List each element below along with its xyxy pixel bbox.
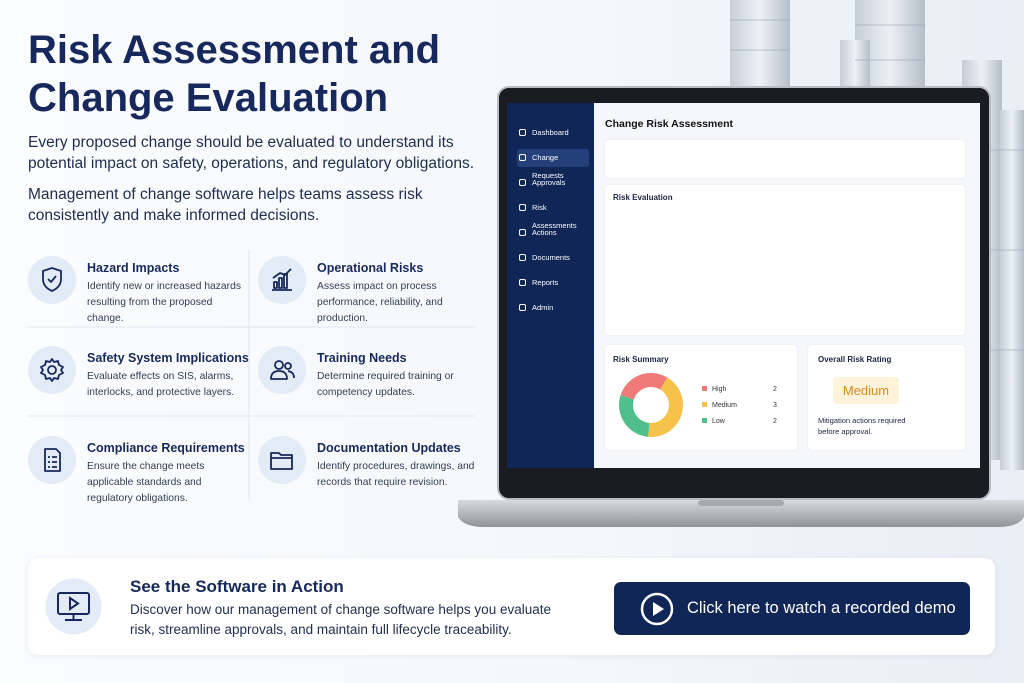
overall-note: Mitigation actions required before appro… (818, 416, 906, 436)
feature-description: Ensure the change meets applicable stand… (87, 461, 205, 504)
sidebar-item[interactable]: Reports (517, 274, 589, 292)
button-label: Click here to watch a recorded demo (687, 599, 956, 617)
laptop-base (458, 500, 1024, 527)
card-title: Risk Evaluation (613, 193, 673, 202)
nav-icon (519, 254, 526, 261)
feature-description: Evaluate effects on SIS, alarms, interlo… (87, 371, 235, 398)
app-title: Change Risk Assessment (605, 118, 733, 130)
sidebar-item[interactable]: Dashboard (517, 124, 589, 142)
donut-segment (619, 395, 650, 437)
feature-description: Determine required training or competenc… (317, 371, 454, 398)
feature-icon (28, 436, 76, 484)
video-icon (45, 578, 102, 635)
feature-icon (258, 256, 306, 304)
intro: Management of change software helps team… (28, 186, 423, 224)
change-card (605, 140, 965, 178)
sidebar-item[interactable]: Admin (517, 299, 589, 317)
feature-title: Documentation Updates (317, 441, 461, 455)
sidebar-item[interactable]: Documents (517, 249, 589, 267)
feature-description: Identify new or increased hazards result… (87, 281, 241, 324)
card-title: Overall Risk Rating (818, 355, 892, 364)
legend-label: Medium (712, 402, 737, 409)
feature-icon (258, 436, 306, 484)
nav-icon (519, 304, 526, 311)
feature-icon (28, 256, 76, 304)
cta-title: See the Software in Action (130, 577, 344, 596)
feature-icon (258, 346, 306, 394)
feature-title: Training Needs (317, 351, 407, 365)
intro: Every proposed change should be evaluate… (28, 134, 475, 172)
feature-description: Identify procedures, drawings, and recor… (317, 461, 475, 488)
title: Risk Assessment and Change Evaluation (28, 28, 441, 120)
nav-icon (519, 179, 526, 186)
sidebar-item[interactable]: Actions (517, 224, 589, 242)
nav-icon (519, 129, 526, 136)
donut-segment (648, 377, 683, 437)
risk-evaluation-card (605, 185, 965, 335)
legend-swatch (702, 418, 707, 423)
risk-summary-chart: High 2 Medium 3 Low 2 (619, 373, 777, 437)
overall-card (808, 345, 965, 450)
legend-swatch (702, 402, 707, 407)
legend-label: Low (712, 418, 726, 425)
legend-value: 2 (773, 418, 777, 425)
cta-text: Discover how our management of change so… (130, 602, 551, 637)
card-title: Risk Summary (613, 355, 669, 364)
feature-title: Hazard Impacts (87, 261, 180, 275)
feature-title: Operational Risks (317, 261, 424, 275)
legend-label: High (712, 386, 727, 393)
overall-badge: Medium (833, 377, 899, 404)
nav-icon (519, 154, 526, 161)
feature-title: Compliance Requirements (87, 441, 245, 455)
sidebar-item[interactable]: Change Requests (517, 149, 589, 180)
feature-icon (28, 346, 76, 394)
donut-segment (620, 373, 668, 400)
sidebar-item[interactable]: Approvals (517, 174, 589, 192)
play-icon (640, 592, 674, 626)
nav-icon (519, 229, 526, 236)
nav-icon (519, 204, 526, 211)
legend-swatch (702, 386, 707, 391)
demo-button[interactable]: Click here to watch a recorded demo (614, 582, 970, 635)
legend-value: 3 (773, 402, 777, 409)
sidebar-item[interactable]: Risk Assessments (517, 199, 589, 230)
feature-description: Assess impact on process performance, re… (317, 281, 443, 324)
legend-value: 2 (773, 386, 777, 393)
nav-icon (519, 279, 526, 286)
feature-title: Safety System Implications (87, 351, 249, 365)
